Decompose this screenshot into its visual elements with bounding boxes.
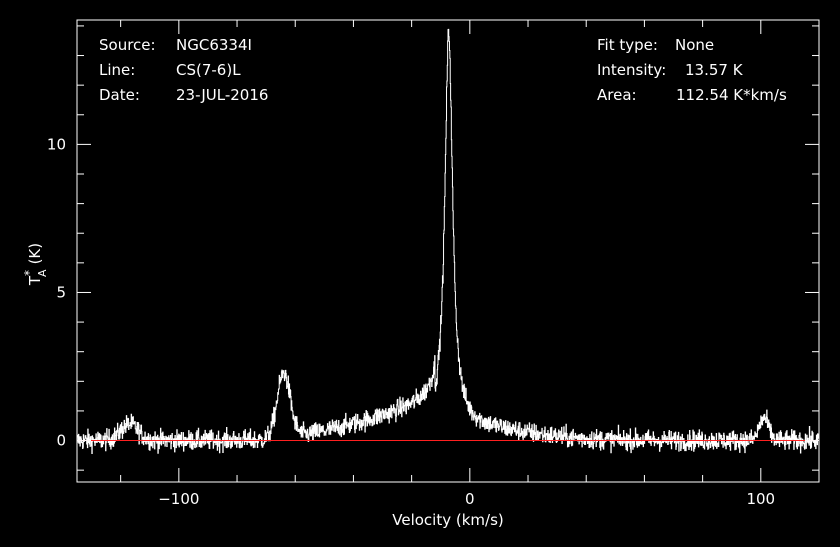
date-value: 23-JUL-2016 [176,86,268,104]
y-tick-label: 0 [56,432,66,450]
line-value: CS(7-6)L [176,61,241,79]
spectrum-layer [76,28,820,455]
x-tick-label: 100 [746,490,775,508]
area-label: Area: [597,86,637,104]
ticks-layer: −100 0 100 0 5 10 [47,20,820,508]
area-value: 112.54 K*km/s [676,86,787,104]
x-axis-label: Velocity (km/s) [392,511,503,529]
y-axis-label: T*A (K) [22,243,49,286]
line-label: Line: [99,61,135,79]
y-tick-label: 5 [56,283,66,301]
date-label: Date: [99,86,140,104]
intensity-value: 13.57 K [685,61,744,79]
source-label: Source: [99,36,156,54]
y-axis-label-main: T [26,275,44,286]
info-right-panel: Fit type: None Intensity: 13.57 K Area: … [597,36,787,104]
intensity-label: Intensity: [597,61,666,79]
y-axis-label-unit: (K) [26,243,44,265]
fit-type-label: Fit type: [597,36,658,54]
y-axis-label-superscript: * [22,270,36,276]
source-value: NGC6334I [176,36,252,54]
info-left-panel: Source: NGC6334I Line: CS(7-6)L Date: 23… [99,36,268,104]
x-tick-label: −100 [158,490,199,508]
svg-text:T*A(K): T*A (K) [22,243,49,286]
spectrum-line [76,28,820,455]
y-axis-label-subscript: A [36,269,49,277]
x-tick-label: 0 [465,490,475,508]
fit-type-value: None [675,36,714,54]
y-tick-label: 10 [47,135,66,153]
plot-frame [76,19,820,483]
